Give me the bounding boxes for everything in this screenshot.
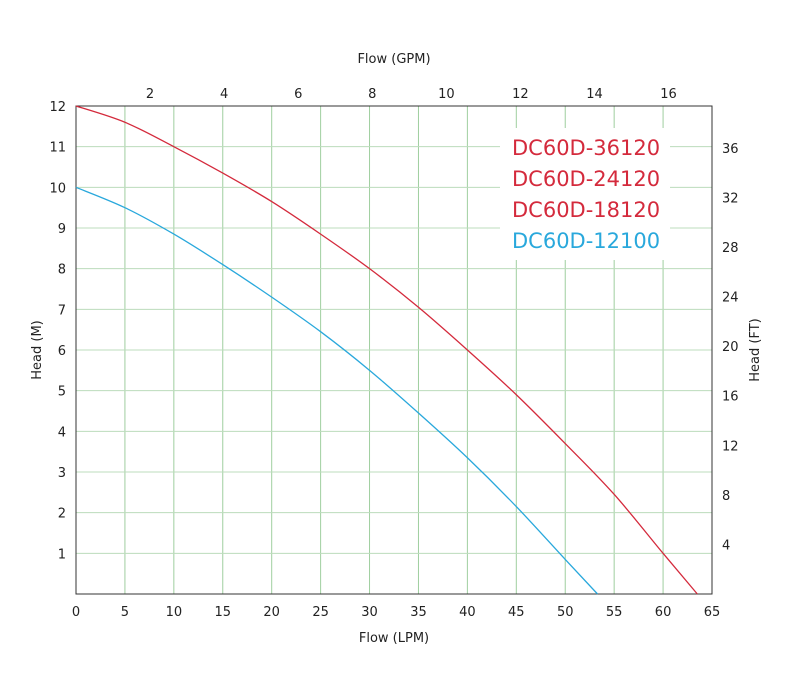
x-bottom-tick-label: 25: [312, 605, 329, 620]
y-right-tick-label: 4: [722, 538, 730, 553]
legend: DC60D-36120 DC60D-24120 DC60D-18120 DC60…: [500, 128, 670, 260]
y-left-tick-label: 3: [58, 466, 66, 481]
x-bottom-tick-label: 60: [655, 605, 672, 620]
y-left-tick-label: 1: [58, 547, 66, 562]
x-top-tick-label: 10: [438, 87, 455, 102]
x-top-tick-label: 6: [294, 87, 302, 102]
x-bottom-tick-label: 45: [508, 605, 525, 620]
y-left-tick-label: 6: [58, 344, 66, 359]
y-left-axis-title: Head (M): [30, 320, 45, 379]
x-top-tick-label: 2: [146, 87, 154, 102]
y-right-tick-label: 8: [722, 489, 730, 504]
x-bottom-tick-label: 15: [214, 605, 231, 620]
y-right-axis-title: Head (FT): [748, 318, 763, 381]
x-bottom-tick-label: 20: [263, 605, 280, 620]
x-top-tick-label: 12: [512, 87, 529, 102]
series-line-2: [75, 186, 598, 595]
y-left-tick-label: 5: [58, 385, 66, 400]
x-bottom-tick-label: 5: [121, 605, 129, 620]
y-left-tick-label: 11: [49, 141, 66, 156]
x-top-tick-label: 14: [586, 87, 603, 102]
x-bottom-tick-label: 0: [72, 605, 80, 620]
x-bottom-tick-label: 30: [361, 605, 378, 620]
y-left-tick-label: 4: [58, 425, 66, 440]
x-top-tick-label: 8: [368, 87, 376, 102]
y-left-tick-label: 12: [49, 100, 66, 115]
x-top-tick-label: 4: [220, 87, 228, 102]
y-right-tick-label: 16: [722, 390, 739, 405]
series-layer: [75, 105, 698, 595]
y-right-tick-label: 12: [722, 439, 739, 454]
plot-frame: [75, 105, 713, 595]
legend-background: [500, 128, 670, 260]
y-left-tick-label: 7: [58, 303, 66, 318]
y-right-tick-label: 24: [722, 291, 739, 306]
y-left-tick-label: 10: [49, 181, 66, 196]
series-line-1: [75, 105, 698, 595]
x-bottom-tick-label: 65: [704, 605, 721, 620]
x-bottom-tick-label: 55: [606, 605, 623, 620]
x-bottom-tick-label: 50: [557, 605, 574, 620]
x-bottom-axis-title: Flow (LPM): [359, 631, 429, 646]
x-top-tick-label: 16: [660, 87, 677, 102]
y-left-tick-label: 8: [58, 263, 66, 278]
y-right-tick-label: 20: [722, 340, 739, 355]
x-bottom-tick-label: 40: [459, 605, 476, 620]
y-right-tick-label: 28: [722, 241, 739, 256]
x-bottom-tick-label: 35: [410, 605, 427, 620]
legend-entry: DC60D-24120: [512, 167, 660, 191]
y-right-tick-label: 32: [722, 191, 739, 206]
legend-entry: DC60D-12100: [512, 229, 660, 253]
legend-entry: DC60D-18120: [512, 198, 660, 222]
y-right-tick-label: 36: [722, 142, 739, 157]
tick-labels: 0 5 10 15 20 25 30 35 40 45 50 55 60 6512345678910111…: [49, 87, 738, 620]
y-left-tick-label: 9: [58, 222, 66, 237]
x-bottom-tick-label: 10: [166, 605, 183, 620]
legend-entry: DC60D-36120: [512, 136, 660, 160]
x-top-axis-title: Flow (GPM): [357, 52, 430, 67]
y-left-tick-label: 2: [58, 507, 66, 522]
